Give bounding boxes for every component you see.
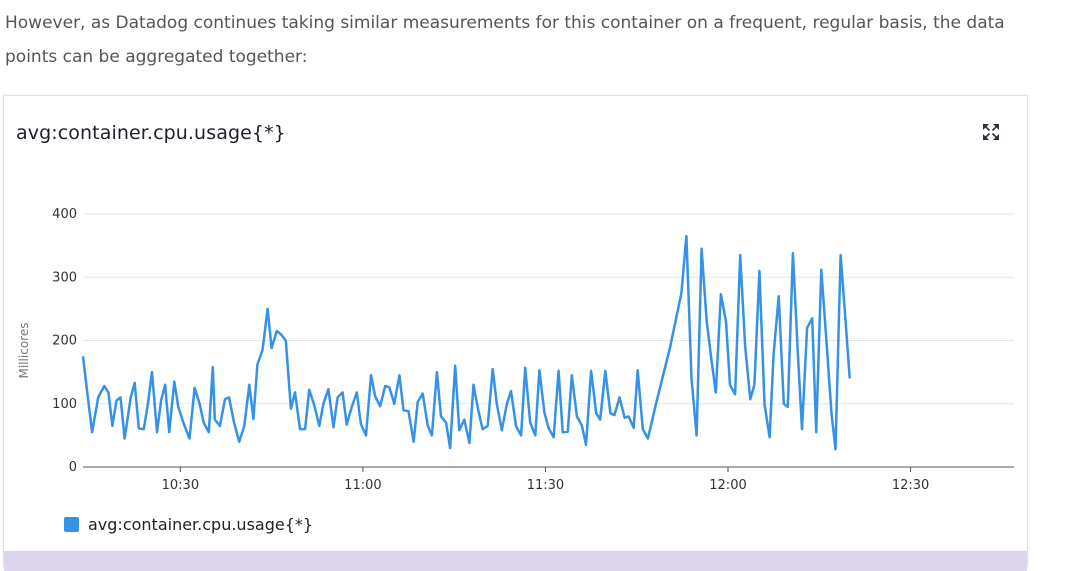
x-tick-label: 10:30 (162, 478, 199, 493)
x-tick-label: 12:00 (709, 478, 746, 493)
y-tick-label: 400 (52, 207, 77, 222)
expand-arrows-icon[interactable] (982, 123, 1000, 141)
y-tick-label: 200 (52, 334, 77, 349)
chart-widget: avg:container.cpu.usage{*} 0 100 200 300 400… (3, 95, 1028, 571)
x-tick-label: 11:00 (344, 478, 381, 493)
legend-swatch (64, 517, 79, 532)
legend-label[interactable]: avg:container.cpu.usage{*} (88, 515, 314, 534)
y-tick-label: 0 (69, 460, 77, 475)
series-line[interactable] (81, 234, 851, 451)
intro-paragraph: However, as Datadog continues taking sim… (5, 13, 1005, 67)
widget-title: avg:container.cpu.usage{*} (16, 122, 286, 144)
y-tick-label: 100 (52, 397, 77, 412)
x-tick-label: 12:30 (892, 478, 929, 493)
widget-footer (4, 551, 1027, 571)
y-tick-label: 300 (52, 270, 77, 285)
x-tick-label: 11:30 (527, 478, 564, 493)
y-axis-label: Millicores (17, 323, 31, 379)
chart-legend: avg:container.cpu.usage{*} (64, 515, 313, 534)
